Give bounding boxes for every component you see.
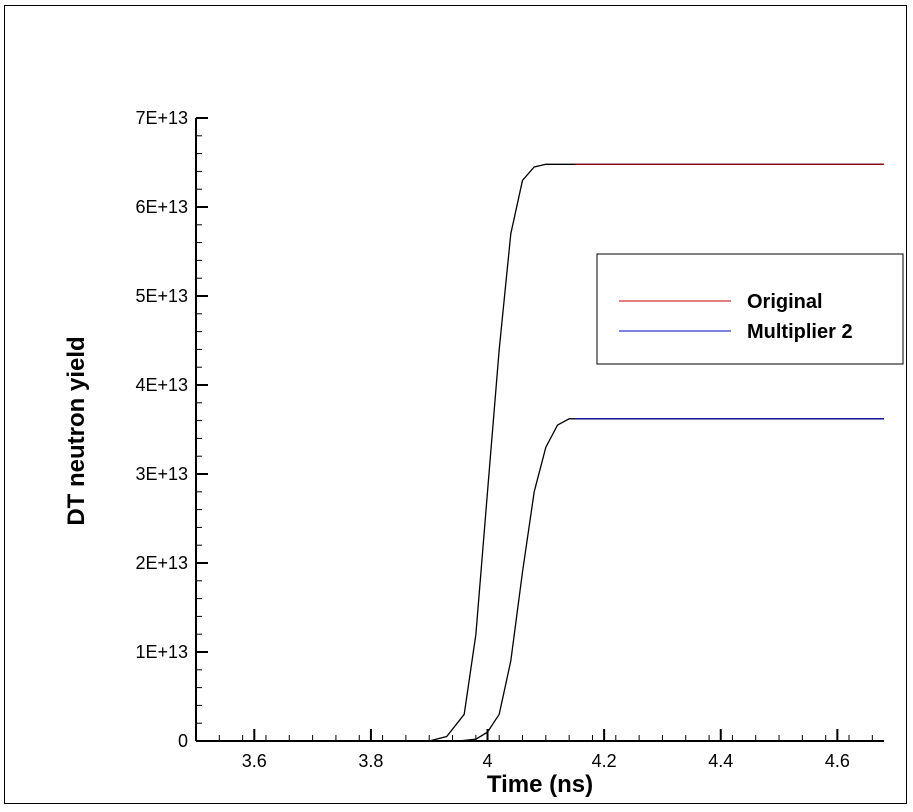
- y-tick-label: 2E+13: [135, 553, 188, 573]
- x-tick-label: 3.6: [242, 751, 267, 771]
- legend-box: [596, 253, 904, 365]
- y-axis-title: DT neutron yield: [63, 336, 90, 525]
- x-tick-label: 4.2: [592, 751, 617, 771]
- series-layer: [196, 163, 884, 742]
- y-tick-label: 0: [178, 731, 188, 751]
- axes-layer: 0 1E+13 2E+13 3E+13 4E+13 5E+13 6E+13 7E+13 3.6 3…: [135, 108, 884, 771]
- figure-frame: [4, 5, 907, 804]
- x-axis-title: Time (ns): [487, 771, 593, 798]
- x-tick-label: 4.6: [825, 751, 850, 771]
- legend: Original Multiplier 2: [596, 253, 904, 365]
- legend-label-multiplier-2: Multiplier 2: [747, 321, 853, 343]
- y-tick-label: 5E+13: [135, 286, 188, 306]
- y-tick-label: 7E+13: [135, 108, 188, 128]
- series-line-original: [196, 163, 884, 742]
- y-tick-label: 6E+13: [135, 197, 188, 217]
- x-tick-label: 4: [483, 751, 493, 771]
- legend-label-original: Original: [747, 291, 823, 313]
- series-line-multiplier-2: [196, 418, 884, 742]
- x-tick-label: 4.4: [708, 751, 733, 771]
- y-tick-label: 4E+13: [135, 375, 188, 395]
- y-tick-label: 3E+13: [135, 464, 188, 484]
- y-tick-label: 1E+13: [135, 642, 188, 662]
- x-tick-label: 3.8: [358, 751, 383, 771]
